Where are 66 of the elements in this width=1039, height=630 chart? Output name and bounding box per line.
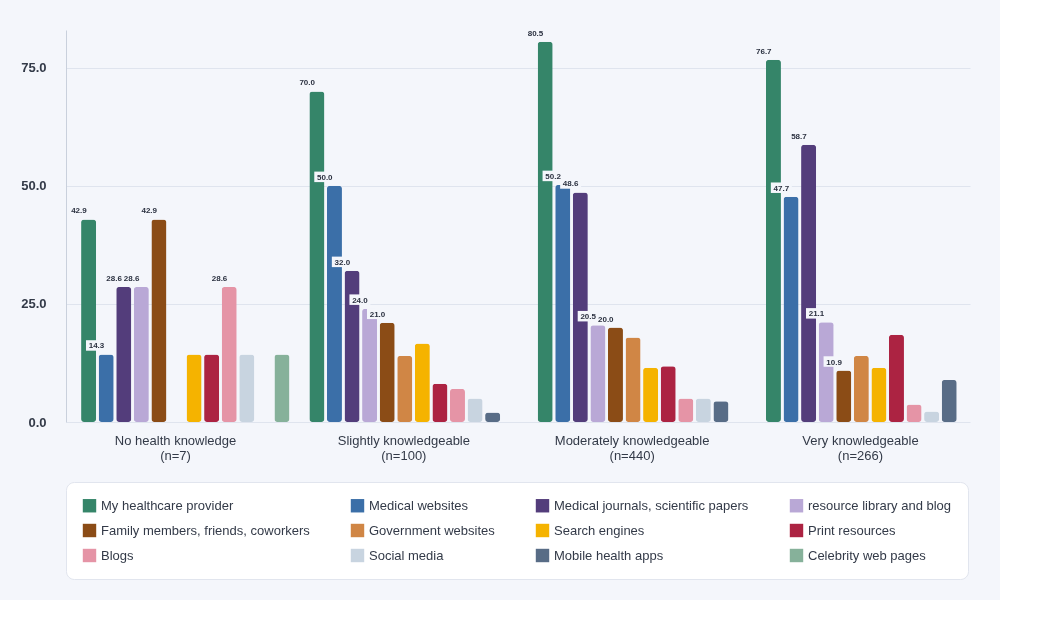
data-label: 21.0 — [369, 309, 386, 319]
data-label: 14.3 — [88, 341, 105, 351]
data-label: 28.6 — [106, 273, 123, 283]
bar — [397, 355, 413, 422]
bar — [871, 367, 887, 422]
bar — [625, 337, 641, 422]
bar — [204, 354, 220, 422]
bar — [660, 366, 676, 422]
legend-label: Celebrity web pages — [808, 547, 927, 563]
data-label: 42.9 — [71, 206, 88, 216]
legend-label: Medical journals, scientific papers — [554, 497, 749, 513]
legend-label: Government websites — [369, 522, 496, 538]
legend-label: Medical websites — [369, 497, 469, 513]
data-label: 20.5 — [580, 312, 597, 322]
x-tick-label: Moderately knowledgeable (n=440) — [554, 432, 710, 463]
legend-label: Print resources — [808, 522, 896, 538]
bar — [432, 383, 448, 422]
y-tick-label: 0.0 — [28, 414, 47, 430]
x-tick-label: No health knowledge (n=7) — [114, 432, 237, 463]
data-label: 28.6 — [123, 273, 140, 283]
data-label: 50.0 — [316, 172, 334, 182]
data-label: 58.7 — [791, 131, 808, 141]
legend-label: resource library and blog — [808, 497, 952, 513]
bar — [186, 354, 202, 422]
legend-label: My healthcare provider — [101, 497, 234, 513]
bar — [783, 196, 799, 422]
bar — [379, 322, 395, 422]
bar — [274, 354, 290, 422]
legend-label: Family members, friends, coworkers — [101, 522, 311, 538]
bar — [941, 379, 957, 422]
x-tick-label: Very knowledgeable (n=266) — [802, 432, 919, 463]
bar — [98, 354, 114, 422]
bar — [836, 370, 852, 422]
data-label: 48.6 — [562, 179, 579, 189]
y-tick-label: 75.0 — [21, 60, 47, 76]
bar — [221, 286, 237, 422]
bar — [239, 354, 255, 422]
data-label: 32.0 — [334, 257, 351, 267]
data-label: 70.0 — [299, 78, 316, 88]
bar — [449, 388, 465, 422]
legend-label: Blogs — [101, 547, 135, 563]
data-label: 47.7 — [773, 183, 790, 193]
y-tick-label: 50.0 — [21, 178, 47, 194]
data-label: 24.0 — [352, 295, 369, 305]
data-label: 50.2 — [545, 171, 562, 181]
legend-label: Social media — [369, 547, 445, 563]
bar — [888, 334, 904, 422]
legend-label: Mobile health apps — [554, 547, 664, 563]
bar — [116, 286, 132, 422]
data-label: 28.6 — [211, 273, 228, 283]
legend-label: Search engines — [554, 522, 645, 538]
bar — [643, 367, 659, 422]
bar — [151, 219, 167, 422]
bar — [853, 355, 869, 422]
bar — [590, 325, 606, 422]
bar — [607, 327, 623, 422]
data-label: 76.7 — [755, 46, 773, 56]
bar — [133, 286, 149, 422]
data-label: 10.9 — [826, 357, 843, 367]
x-tick-label: Slightly knowledgeable (n=100) — [337, 432, 470, 463]
data-label: 42.9 — [141, 206, 158, 216]
data-label: 80.5 — [527, 28, 544, 38]
bar — [414, 343, 430, 422]
y-tick-label: 25.0 — [21, 296, 47, 312]
data-label: 21.1 — [808, 309, 825, 319]
data-label: 20.0 — [597, 314, 615, 324]
